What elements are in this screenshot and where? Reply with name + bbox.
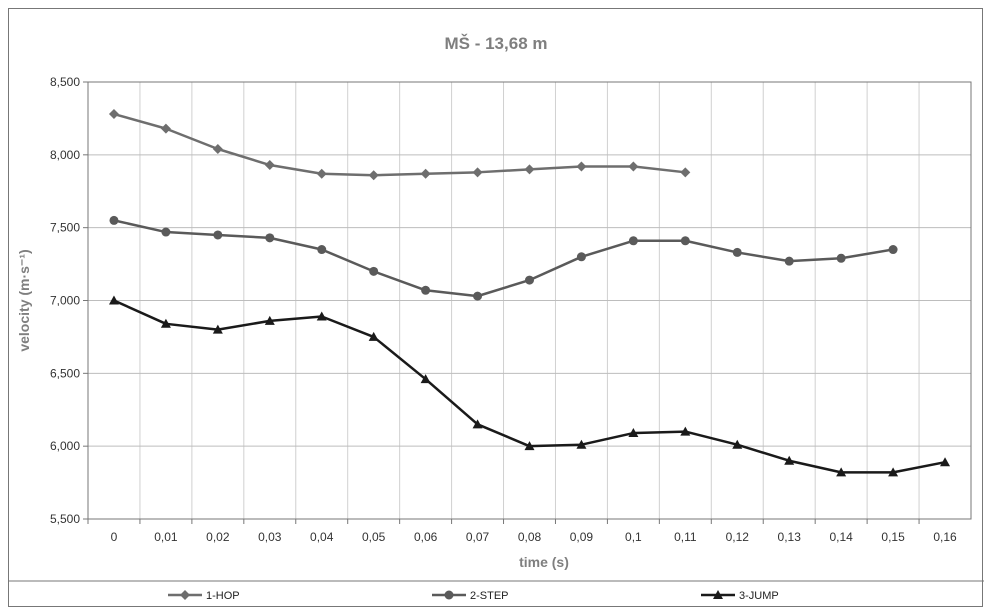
data-point (265, 233, 274, 242)
velocity-line-chart: MŠ - 13,68 m 5,500 6,000 6,500 7,000 7,500 8,… (9, 9, 984, 608)
data-point (109, 109, 119, 119)
data-point (576, 161, 586, 171)
x-tick-label: 0,1 (625, 530, 642, 544)
y-axis-label: velocity (m·s⁻¹) (16, 249, 32, 351)
chart-frame: MŠ - 13,68 m 5,500 6,000 6,500 7,000 7,500 8,… (8, 8, 983, 607)
data-point (681, 236, 690, 245)
x-tick-label: 0 (111, 530, 118, 544)
legend-item: 1-HOP (168, 590, 240, 602)
data-point (628, 161, 638, 171)
x-tick-label: 0,13 (778, 530, 802, 544)
x-tick-label: 0,03 (258, 530, 282, 544)
chart-title: MŠ - 13,68 m (445, 34, 548, 53)
y-tick-label: 6,000 (50, 439, 80, 453)
data-point (889, 245, 898, 254)
data-point (369, 267, 378, 276)
y-tick-label: 8,000 (50, 148, 80, 162)
legend: 1-HOP 2-STEP 3-JUMP (168, 590, 779, 602)
x-tick-label: 0,06 (414, 530, 438, 544)
data-point (161, 124, 171, 134)
series-3-jump (109, 296, 950, 477)
legend-label: 2-STEP (470, 590, 509, 602)
y-tick-label: 8,500 (50, 75, 80, 89)
y-tick-label: 6,500 (50, 366, 80, 380)
legend-marker (180, 590, 190, 600)
x-tick-label: 0,02 (206, 530, 230, 544)
x-tick-label: 0,15 (881, 530, 905, 544)
data-point (837, 254, 846, 263)
x-tick-label: 0,04 (310, 530, 334, 544)
data-point (421, 286, 430, 295)
data-point (213, 144, 223, 154)
data-point (733, 248, 742, 257)
data-point (473, 167, 483, 177)
x-tick-label: 0,16 (933, 530, 957, 544)
x-tick-label: 0,09 (570, 530, 594, 544)
data-point (213, 230, 222, 239)
data-point (317, 245, 326, 254)
data-point (680, 167, 690, 177)
data-point (629, 236, 638, 245)
data-point (525, 164, 535, 174)
y-tick-label: 7,000 (50, 294, 80, 308)
y-tick-label: 5,500 (50, 512, 80, 526)
legend-item: 2-STEP (432, 590, 509, 602)
data-point (161, 228, 170, 237)
data-point (317, 169, 327, 179)
x-tick-labels: 0 0,01 0,02 0,03 0,04 0,05 0,06 0,07 0,08 0,09 0,1… (88, 519, 957, 544)
data-point (369, 170, 379, 180)
x-tick-label: 0,12 (726, 530, 750, 544)
legend-item: 3-JUMP (701, 590, 779, 602)
x-tick-label: 0,05 (362, 530, 386, 544)
x-axis-label: time (s) (519, 554, 569, 570)
data-point (265, 160, 275, 170)
legend-label: 1-HOP (206, 590, 240, 602)
x-tick-label: 0,08 (518, 530, 542, 544)
legend-marker (445, 591, 454, 600)
data-point (525, 276, 534, 285)
y-tick-label: 7,500 (50, 221, 80, 235)
data-point (785, 257, 794, 266)
data-point (473, 292, 482, 301)
x-tick-label: 0,01 (154, 530, 178, 544)
data-point (421, 169, 431, 179)
x-tick-label: 0,11 (674, 530, 697, 544)
legend-label: 3-JUMP (739, 590, 779, 602)
x-tick-label: 0,07 (466, 530, 490, 544)
data-point (577, 252, 586, 261)
series-lines (109, 109, 950, 476)
x-tick-label: 0,14 (829, 530, 853, 544)
data-point (109, 216, 118, 225)
y-tick-labels: 5,500 6,000 6,500 7,000 7,500 8,000 8,500 (50, 75, 88, 526)
